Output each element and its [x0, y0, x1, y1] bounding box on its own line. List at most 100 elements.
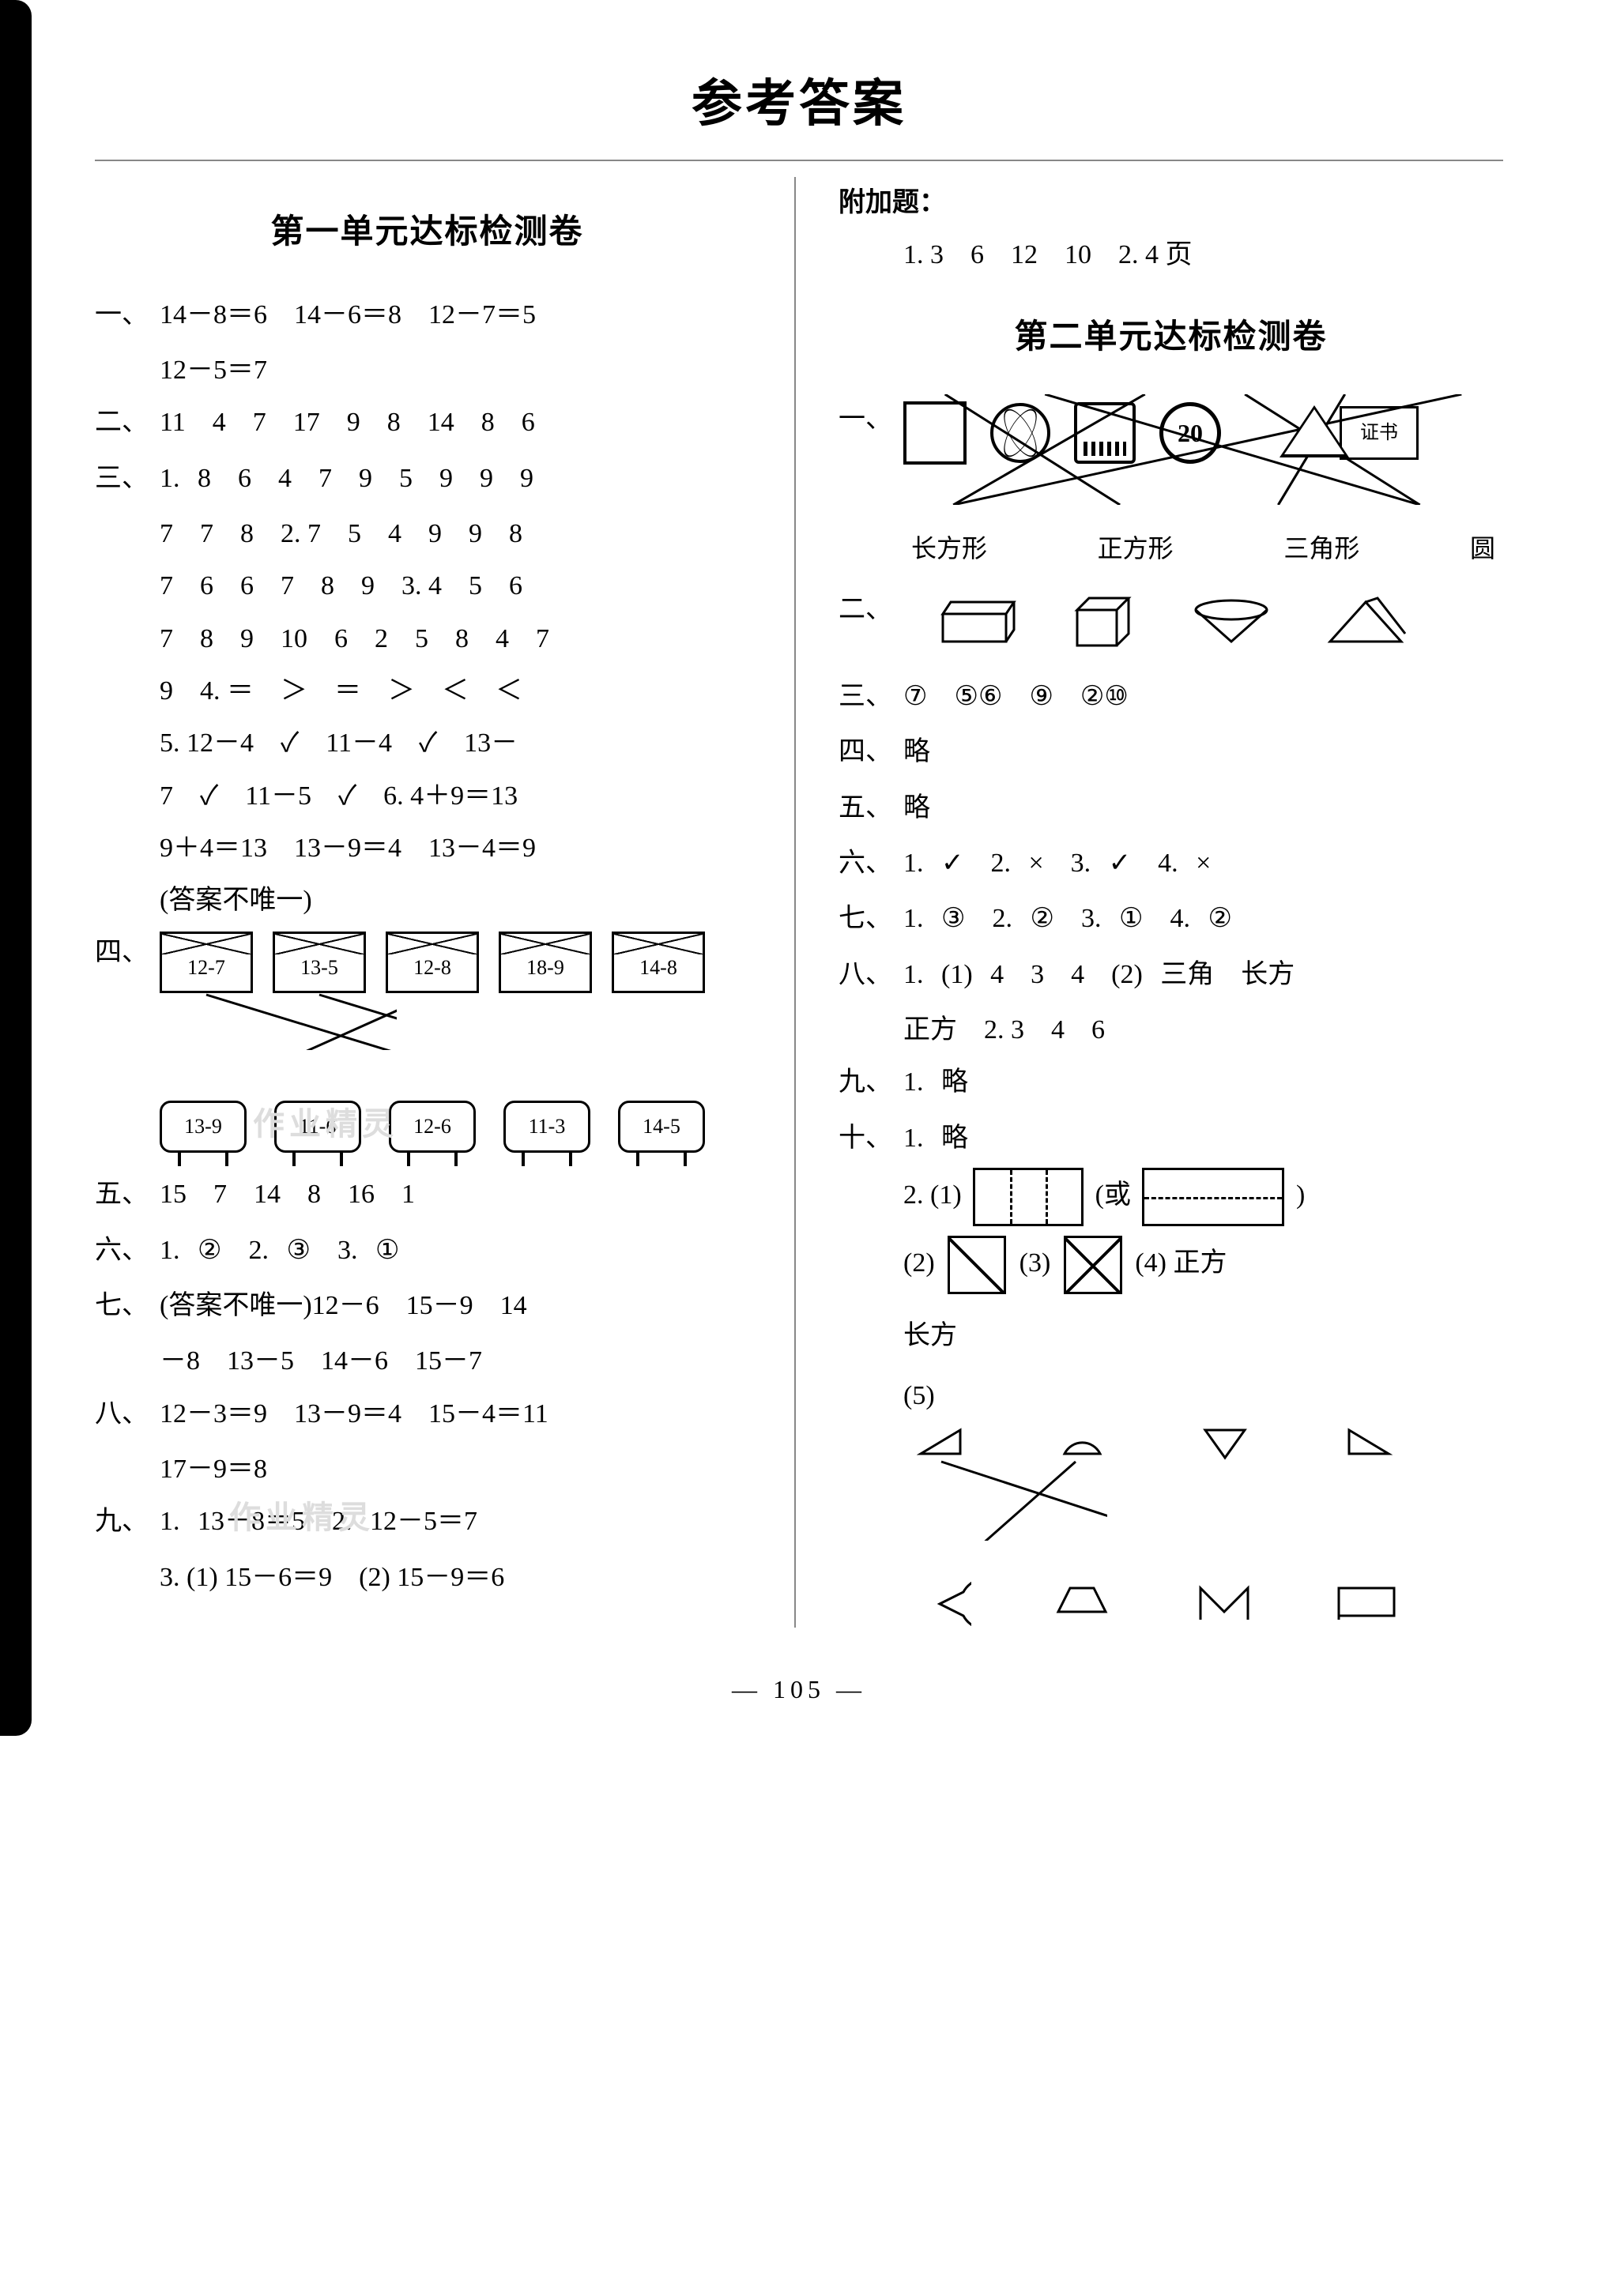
- flag-shape-icon: [1331, 1580, 1402, 1624]
- q8: 八、 12－3＝9 13－9＝4 15－4＝11: [95, 1388, 759, 1440]
- shape-cross-match: [870, 1422, 1439, 1628]
- q2-content: 11 4 7 17 9 8 14 8 6: [160, 397, 759, 449]
- r-q3-content: ⑦ ⑤⑥ ⑨ ②⑩: [903, 671, 1503, 723]
- scan-edge-artifact: [0, 0, 32, 1736]
- r-q7-label: 七、: [839, 893, 903, 945]
- extra-content: 1. 3 6 12 10 2. 4 页: [839, 229, 1503, 281]
- ball-icon: [990, 403, 1050, 463]
- envelope-matching-diagram: 12-7 13-5 12-8 18-9 14-8 13-9 11-6 12-6 …: [160, 932, 705, 1153]
- m-shape-icon: [1193, 1580, 1256, 1628]
- r-q10-l3a: (2): [903, 1248, 935, 1278]
- page-title: 参考答案: [95, 63, 1503, 136]
- q6-content: 1. ② 2. ③ 3. ①: [160, 1225, 759, 1277]
- q7: 七、 (答案不唯一)12－6 15－9 14: [95, 1280, 759, 1332]
- cart-1: 11-6: [274, 1101, 361, 1153]
- lbl-square: 正方形: [1098, 524, 1174, 573]
- r-q4-label: 四、: [839, 726, 903, 778]
- r-q10-l4: 长方: [839, 1310, 1503, 1362]
- cart-2: 12-6: [389, 1101, 476, 1153]
- shape-labels: 长方形 正方形 三角形 圆: [911, 524, 1495, 573]
- q1: 一、 14－8＝6 14－6＝8 12－7＝5: [95, 289, 759, 341]
- r-q10-l5: (5): [839, 1370, 1503, 1422]
- r-q3: 三、 ⑦ ⑤⑥ ⑨ ②⑩: [839, 671, 1503, 723]
- q3-l5: 9 4. ＝ ＞ ＝ ＞ ＜ ＜: [95, 665, 759, 717]
- square-diag1-icon: [948, 1236, 1006, 1294]
- q3-l8: 9＋4＝13 13－9＝4 13－4＝9: [95, 822, 759, 875]
- extra-label: 附加题：: [839, 177, 1503, 229]
- r-q10-l2: 2. (1) (或 ): [839, 1168, 1503, 1226]
- r-q5: 五、 略: [839, 782, 1503, 834]
- r-q7: 七、 1. ③ 2. ② 3. ① 4. ②: [839, 893, 1503, 945]
- q8-l1: 12－3＝9 13－9＝4 15－4＝11: [160, 1388, 759, 1440]
- q9-l1: 1. 13－8＝5 2. 12－5＝7: [160, 1496, 759, 1548]
- triangle-icon: [1280, 405, 1349, 457]
- pacman-icon: [908, 1580, 971, 1628]
- q3-l9: (答案不唯一): [95, 875, 759, 927]
- r-q6-content: 1. ✓ 2. × 3. ✓ 4. ×: [903, 837, 1503, 890]
- env-top-3: 18-9: [499, 932, 592, 993]
- q9-label: 九、: [95, 1496, 160, 1548]
- q2: 二、 11 4 7 17 9 8 14 8 6: [95, 397, 759, 449]
- r-q6: 六、 1. ✓ 2. × 3. ✓ 4. ×: [839, 837, 1503, 890]
- cart-4: 14-5: [618, 1101, 705, 1153]
- r-q2: 二、: [839, 584, 1503, 668]
- q5: 五、 15 7 14 8 16 1: [95, 1169, 759, 1221]
- r-q10-l2c: ): [1296, 1180, 1305, 1210]
- prism-icon: [1322, 594, 1409, 649]
- r-q9-content: 1. 略: [903, 1056, 1503, 1108]
- q7-label: 七、: [95, 1280, 160, 1332]
- q5-label: 五、: [95, 1169, 160, 1221]
- q3: 三、 1. 8 6 4 7 9 5 9 9 9: [95, 453, 759, 505]
- q9: 九、 1. 13－8＝5 2. 12－5＝7: [95, 1496, 759, 1548]
- r-q10-l3b: (3): [1019, 1248, 1051, 1278]
- q3-label: 三、: [95, 453, 160, 505]
- matching-lines: [160, 932, 397, 1050]
- r-q5-content: 略: [903, 782, 1503, 834]
- r-q2-label: 二、: [839, 584, 903, 636]
- cross-lines: [870, 1422, 1107, 1541]
- r-q7-content: 1. ③ 2. ② 3. ① 4. ②: [903, 893, 1503, 945]
- solids-row: [935, 590, 1503, 653]
- q1-line2: 12－5＝7: [95, 344, 759, 397]
- q8-l2: 17－9＝8: [95, 1443, 759, 1496]
- two-column-layout: 第一单元达标检测卷 一、 14－8＝6 14－6＝8 12－7＝5 12－5＝7…: [95, 160, 1503, 1628]
- r-q10-l3c: (4) 正方: [1135, 1248, 1227, 1278]
- unit1-title: 第一单元达标检测卷: [95, 201, 759, 265]
- cone-icon: [1188, 598, 1275, 646]
- r-q8-l1: 1. (1) 4 3 4 (2) 三角 长方: [903, 949, 1503, 1001]
- q2-label: 二、: [95, 397, 160, 449]
- r-q3-label: 三、: [839, 671, 903, 723]
- r-q10-l3: (2) (3) (4) 正方: [839, 1236, 1503, 1294]
- r-q9: 九、 1. 略: [839, 1056, 1503, 1108]
- left-column: 第一单元达标检测卷 一、 14－8＝6 14－6＝8 12－7＝5 12－5＝7…: [95, 177, 767, 1628]
- q6: 六、 1. ② 2. ③ 3. ①: [95, 1225, 759, 1277]
- cube-icon: [1069, 590, 1140, 653]
- r-q8-l2: 正方 2. 3 4 6: [839, 1004, 1503, 1056]
- r-q4-content: 略: [903, 726, 1503, 778]
- r-q6-label: 六、: [839, 837, 903, 890]
- r-q4: 四、 略: [839, 726, 1503, 778]
- r-q10-l5-label: (5): [903, 1381, 935, 1410]
- q8-label: 八、: [95, 1388, 160, 1440]
- q3-l1: 1. 8 6 4 7 9 5 9 9 9: [160, 453, 759, 505]
- q3-l2: 7 7 8 2. 7 5 4 9 9 8: [95, 508, 759, 560]
- q3-l6: 5. 12－4 ✓ 11－4 ✓ 13－: [95, 717, 759, 770]
- half-tri-2-icon: [1345, 1422, 1393, 1462]
- square-diag2-icon: [1064, 1236, 1122, 1294]
- q3-l4: 7 8 9 10 6 2 5 8 4 7: [95, 613, 759, 665]
- r-q1: 一、 20 证书: [839, 393, 1503, 581]
- q4-label: 四、: [95, 927, 160, 979]
- r-q5-label: 五、: [839, 782, 903, 834]
- q4: 四、 12-7 13-5 12-8 18-9 14-8 13-9: [95, 927, 759, 1165]
- rect-hsplit-icon: [1142, 1168, 1284, 1226]
- r-q1-label: 一、: [839, 393, 903, 446]
- q7-l2: －8 13－5 14－6 15－7: [95, 1335, 759, 1387]
- env-top-4: 14-8: [612, 932, 705, 993]
- r-q10-l2a: 2. (1): [903, 1180, 962, 1210]
- half-tri-down-icon: [1197, 1422, 1253, 1462]
- page-number: — 105 —: [95, 1675, 1503, 1704]
- shape-match-lines: [903, 394, 1503, 505]
- r-q10-label: 十、: [839, 1112, 903, 1165]
- r-q9-label: 九、: [839, 1056, 903, 1108]
- lbl-triangle: 三角形: [1283, 524, 1359, 573]
